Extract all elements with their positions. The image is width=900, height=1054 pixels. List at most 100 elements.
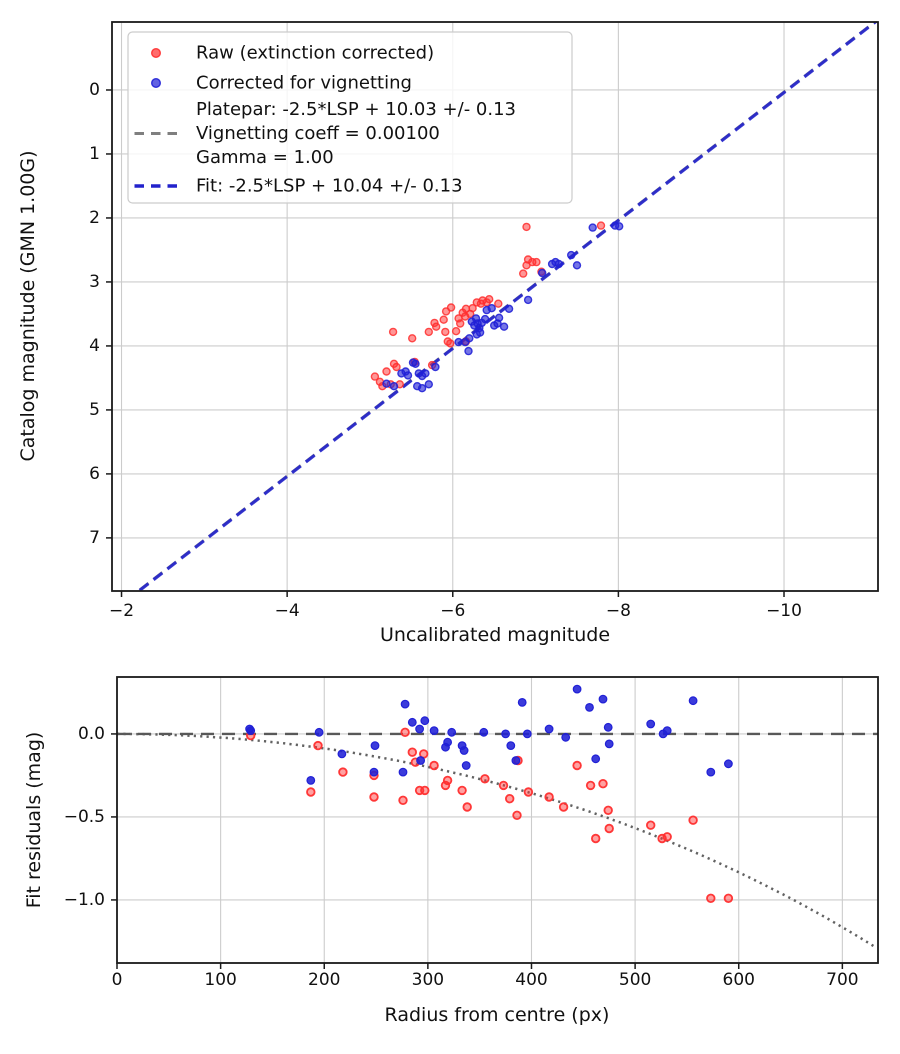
scatter-point (420, 716, 430, 726)
scatter-point (588, 223, 597, 232)
scatter-point (532, 257, 541, 267)
scatter-point (603, 805, 613, 815)
scatter-point (456, 319, 465, 328)
scatter-point (451, 327, 461, 336)
scatter-point (429, 760, 439, 771)
scatter-point (688, 815, 698, 825)
scatter-point (501, 729, 511, 739)
scatter-point (431, 362, 440, 372)
y-tick-label: −0.5 (64, 807, 105, 827)
scatter-point (480, 314, 490, 324)
scatter-point (519, 269, 528, 278)
scatter-point (407, 747, 417, 757)
scatter-point (598, 694, 608, 704)
scatter-point (442, 775, 453, 786)
scatter-point (400, 699, 410, 709)
scatter-point (432, 322, 441, 331)
scatter-point (494, 313, 504, 322)
x-tick-label: 300 (412, 970, 444, 990)
scatter-point (461, 761, 471, 770)
scatter-point (416, 756, 426, 765)
scatter-point (585, 780, 596, 791)
scatter-point (459, 746, 469, 755)
scatter-point (424, 327, 433, 337)
scatter-point (572, 760, 582, 771)
x-tick-label: 0 (112, 970, 123, 990)
plot-artists (117, 684, 878, 949)
scatter-point (398, 795, 408, 805)
scatter-point (506, 741, 516, 750)
fit-residuals-plot: 0 100 200 300 400 500 600 700 0.0 −0.5 −1.0 Radius … (23, 676, 879, 1026)
scatter-point (370, 741, 380, 750)
scatter-point (369, 767, 379, 777)
x-tick-label: 500 (619, 970, 651, 990)
scatter-point (523, 295, 533, 305)
scatter-point (424, 380, 433, 389)
scatter-point (646, 719, 656, 729)
scatter-point (447, 727, 457, 737)
scatter-point (479, 727, 489, 737)
vignetting-model-curve (117, 732, 877, 949)
scatter-point (494, 299, 503, 308)
scatter-point (464, 346, 473, 356)
scatter-point (646, 820, 656, 830)
scatter-point (370, 372, 380, 381)
ticks: −2 −4 −6 −8 −10 0 1 2 3 4 5 6 7 (89, 80, 802, 621)
scatter-point (338, 767, 348, 777)
scatter-point (439, 315, 448, 324)
scatter-point (382, 379, 391, 388)
scatter-point (246, 726, 256, 735)
scatter-point (306, 787, 316, 797)
corrected-points (245, 684, 733, 785)
scatter-point (522, 729, 532, 739)
scatter-point (462, 802, 472, 812)
scatter-point (538, 268, 547, 278)
scatter-point (382, 367, 391, 376)
scatter-point (662, 726, 672, 735)
scatter-point (306, 776, 316, 785)
scatter-point (429, 726, 439, 735)
scatter-point (403, 371, 413, 380)
scatter-point (337, 749, 347, 759)
scatter-point (408, 334, 417, 343)
x-tick-label: 100 (204, 970, 236, 990)
scatter-point (313, 740, 323, 751)
scatter-point (723, 893, 734, 903)
scatter-point (441, 327, 450, 337)
raw-points (245, 727, 734, 903)
x-tick-label: 600 (723, 970, 755, 990)
scatter-point (392, 362, 401, 372)
scatter-point (596, 221, 606, 230)
y-tick-label: 0 (89, 80, 100, 100)
scatter-point (487, 304, 496, 313)
legend-box (127, 31, 573, 204)
scatter-point (567, 250, 576, 260)
x-axis-label: Uncalibrated magnitude (380, 624, 610, 646)
scatter-point (591, 754, 601, 764)
scatter-point (461, 304, 471, 313)
x-tick-label: 200 (308, 970, 340, 990)
axes-spines (111, 21, 879, 592)
legend-label: Platepar: -2.5*LSP + 10.03 +/- 0.13 (196, 99, 516, 120)
scatter-point (706, 893, 716, 903)
scatter-point (572, 684, 582, 694)
y-tick-label: 0.0 (78, 724, 105, 744)
scatter-point (522, 222, 531, 232)
scatter-point (457, 785, 467, 796)
y-tick-label: 3 (89, 272, 100, 292)
scatter-point (498, 780, 509, 791)
scatter-point (585, 703, 594, 712)
corrected-points (382, 221, 624, 393)
grid (116, 677, 878, 963)
legend: Raw (extinction corrected) Corrected for … (127, 31, 573, 204)
scatter-point (558, 802, 569, 812)
scatter-point (504, 304, 514, 313)
scatter-point (415, 724, 425, 734)
x-tick-label: 700 (826, 970, 858, 990)
y-tick-label: 1 (89, 144, 100, 164)
legend-marker-icon (150, 77, 161, 88)
x-tick-label: −8 (606, 601, 631, 621)
y-tick-label: 5 (89, 400, 100, 420)
